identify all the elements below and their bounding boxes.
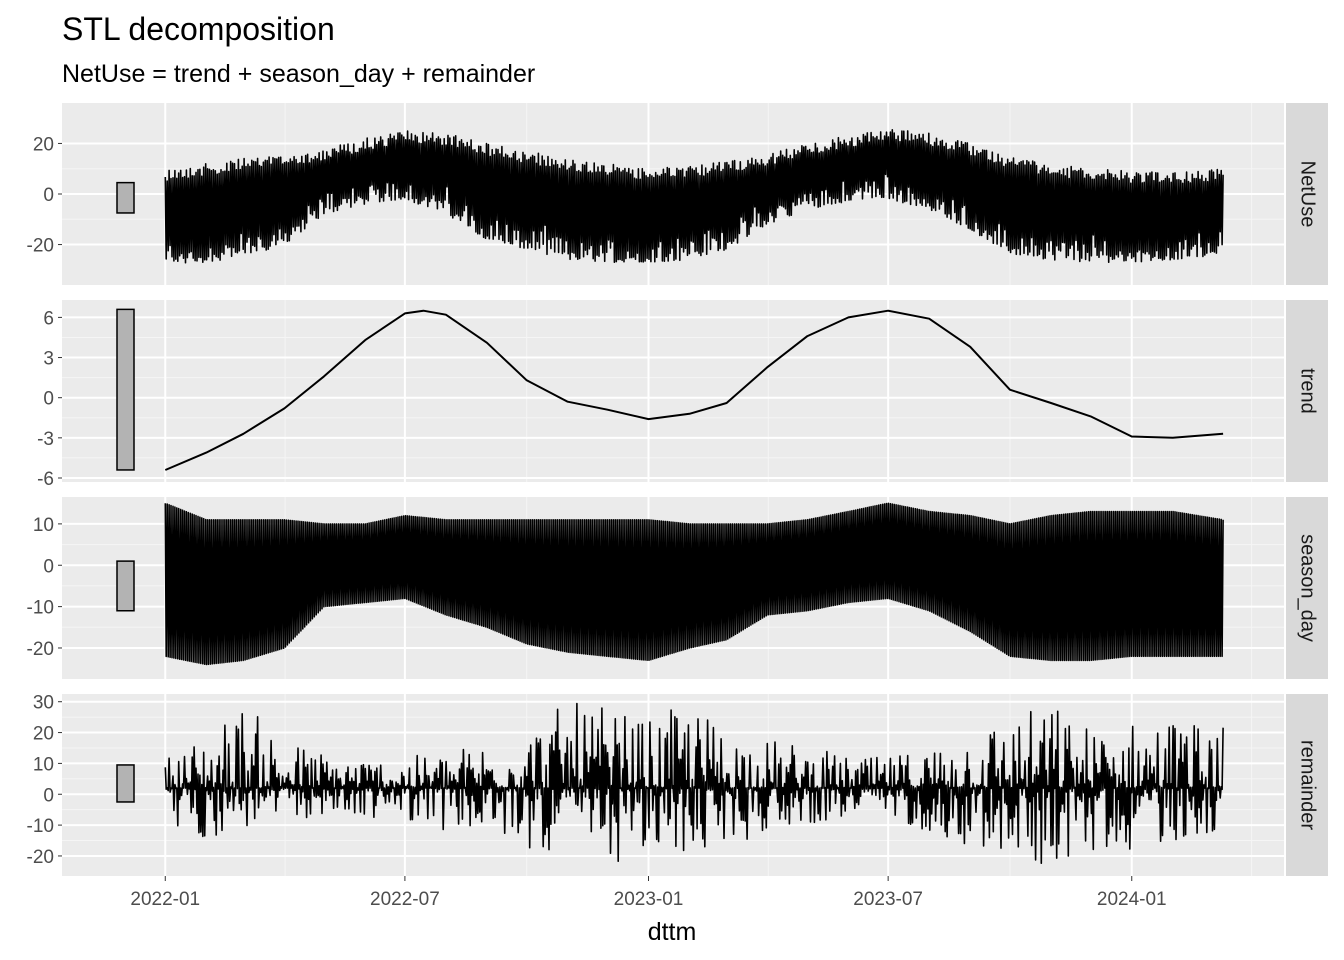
y-tick-label: 20 [33,134,54,155]
facet-remainder: -20 -10 0 10 20 30 remainder [27,693,1328,876]
facet-strip [1286,497,1328,679]
facet-season_day: -20 -10 0 10 season_day [27,497,1328,679]
facet-strip-label: season_day [1297,534,1319,642]
facet-trend: -6 -3 0 3 6 trend [37,300,1328,490]
facet-strip-label: trend [1297,368,1319,414]
y-tick-label: 10 [33,515,54,536]
x-axis-label: dttm [648,918,697,946]
facet-strip-label: remainder [1297,740,1319,830]
x-tick-label: 2022-07 [370,889,440,910]
chart-title: STL decomposition [62,11,335,47]
y-tick-label: 3 [43,349,54,370]
y-tick-label: -20 [27,847,54,868]
scale-bar [116,308,135,471]
y-tick-label: -20 [27,236,54,257]
scale-bar [116,181,135,214]
y-tick-label: 6 [43,308,54,329]
facet-NetUse: -20 0 20 NetUse [27,103,1328,285]
x-tick-label: 2022-01 [130,889,200,910]
facet-strip [1286,694,1328,876]
chart-subtitle: NetUse = trend + season_day + remainder [62,60,535,88]
y-tick-label: -20 [27,639,54,660]
scale-bar [116,764,135,803]
y-tick-label: 0 [43,785,54,806]
y-tick-label: 20 [33,724,54,745]
remainder-series-line [164,702,1224,864]
facet-strip-label: NetUse [1297,161,1319,228]
trend-series-line [164,309,1224,471]
y-tick-label: -10 [27,816,54,837]
y-tick-label: 10 [33,754,54,775]
y-tick-label: -10 [27,598,54,619]
x-tick-label: 2024-01 [1097,889,1167,910]
x-tick-label: 2023-07 [853,889,923,910]
y-tick-label: 0 [43,556,54,577]
y-tick-label: 30 [33,693,54,714]
season_day-series-line [164,502,1224,666]
facet-strip [1286,103,1328,285]
y-tick-label: -6 [37,469,54,490]
x-tick-label: 2023-01 [614,889,684,910]
y-tick-label: 0 [43,389,54,410]
y-tick-label: -3 [37,429,54,450]
x-axis: 2022-01 2022-07 2023-01 2023-07 2024-01 [130,876,1167,910]
facet-panels: -20 0 20 NetUse -6 -3 0 3 6 trend -20 -10 0 10 season_… [27,103,1328,876]
y-tick-label: 0 [43,185,54,206]
panel-background [62,300,1284,482]
scale-bar [116,560,135,612]
facet-strip [1286,300,1328,482]
NetUse-series-line [164,129,1224,264]
